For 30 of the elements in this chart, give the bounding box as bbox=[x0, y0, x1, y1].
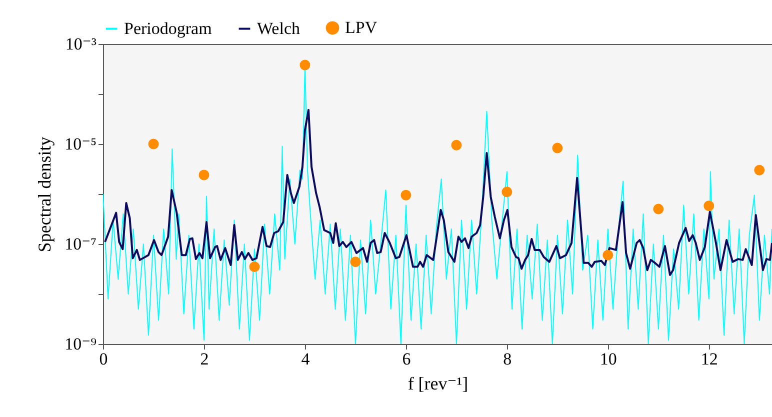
point bbox=[148, 138, 159, 150]
x-tick-label: 4 bbox=[301, 350, 310, 368]
point bbox=[754, 164, 765, 176]
y-tick-label: 10⁻³ bbox=[65, 34, 96, 54]
legend-label: Welch bbox=[257, 18, 300, 38]
x-axis-title: f [rev⁻¹] bbox=[408, 374, 468, 394]
x-tick-label: 6 bbox=[402, 350, 411, 368]
point bbox=[552, 142, 563, 154]
x-tick-label: 12 bbox=[700, 350, 718, 368]
y-axis-title: Spectral density bbox=[34, 136, 55, 252]
x-tick-label: 2 bbox=[200, 350, 209, 368]
y-tick-label: 10⁻⁹ bbox=[64, 334, 97, 354]
point bbox=[350, 256, 361, 268]
point bbox=[653, 204, 664, 214]
point bbox=[198, 170, 210, 180]
y-tick-label: 10⁻⁷ bbox=[64, 234, 97, 254]
x-tick-label: 10 bbox=[600, 350, 617, 368]
point bbox=[502, 186, 512, 198]
point bbox=[451, 140, 462, 150]
point bbox=[249, 262, 260, 272]
legend-label: Periodogram bbox=[124, 18, 212, 38]
legend-label: LPV bbox=[345, 18, 378, 37]
x-tick-label: 8 bbox=[503, 350, 512, 368]
x-tick-label: 0 bbox=[99, 350, 108, 368]
point bbox=[300, 60, 310, 70]
line-series bbox=[104, 108, 772, 276]
point bbox=[400, 190, 412, 200]
point bbox=[602, 250, 614, 260]
y-tick-label: 10⁻⁵ bbox=[64, 134, 97, 154]
point bbox=[704, 200, 714, 212]
